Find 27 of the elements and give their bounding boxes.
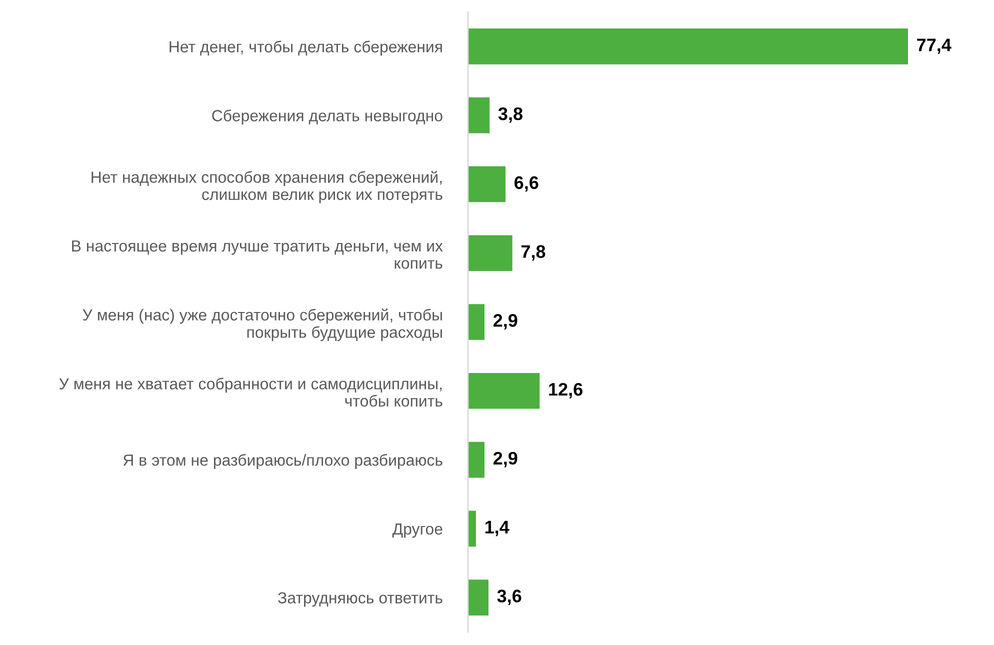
bar	[468, 235, 512, 272]
y-tick-label: В настоящее время лучше тратить деньги, чем их копить	[72, 240, 443, 269]
bar	[468, 580, 488, 616]
y-tick-label: У меня не хватает собранности и самодисциплины, чтобы копить	[59, 378, 442, 407]
bar	[468, 442, 484, 478]
bar	[468, 304, 484, 340]
y-tick-label: У меня (нас) уже достаточно сбережений, чтобы покрыть будущие расходы	[82, 308, 442, 342]
data-label: 3,6	[497, 590, 522, 606]
bar	[468, 166, 506, 202]
data-label: 7,8	[521, 245, 546, 261]
data-label: 12,6	[549, 382, 582, 398]
y-tick-label: Я в этом не разбираюсь/плохо разбираюсь	[123, 454, 442, 469]
y-tick-label: Затрудняюсь ответить	[278, 592, 442, 607]
data-label: 2,9	[493, 452, 518, 468]
bar	[468, 97, 490, 134]
data-label: 2,9	[493, 314, 518, 330]
data-label: 77,4	[917, 38, 952, 54]
data-label: 3,8	[498, 107, 522, 123]
y-tick-label: Нет надежных способов хранения сбережений, слишком велик риск их потерять	[92, 170, 442, 204]
data-label: 6,6	[514, 176, 538, 192]
bar	[468, 372, 540, 409]
data-label: 1,4	[485, 520, 510, 536]
y-tick-label: Сбережения делать невыгодно	[212, 109, 442, 125]
y-tick-label: Нет денег, чтобы делать сбережения	[170, 40, 442, 56]
bar	[468, 28, 908, 64]
bar	[468, 510, 476, 547]
y-tick-label: Другое	[392, 523, 442, 538]
